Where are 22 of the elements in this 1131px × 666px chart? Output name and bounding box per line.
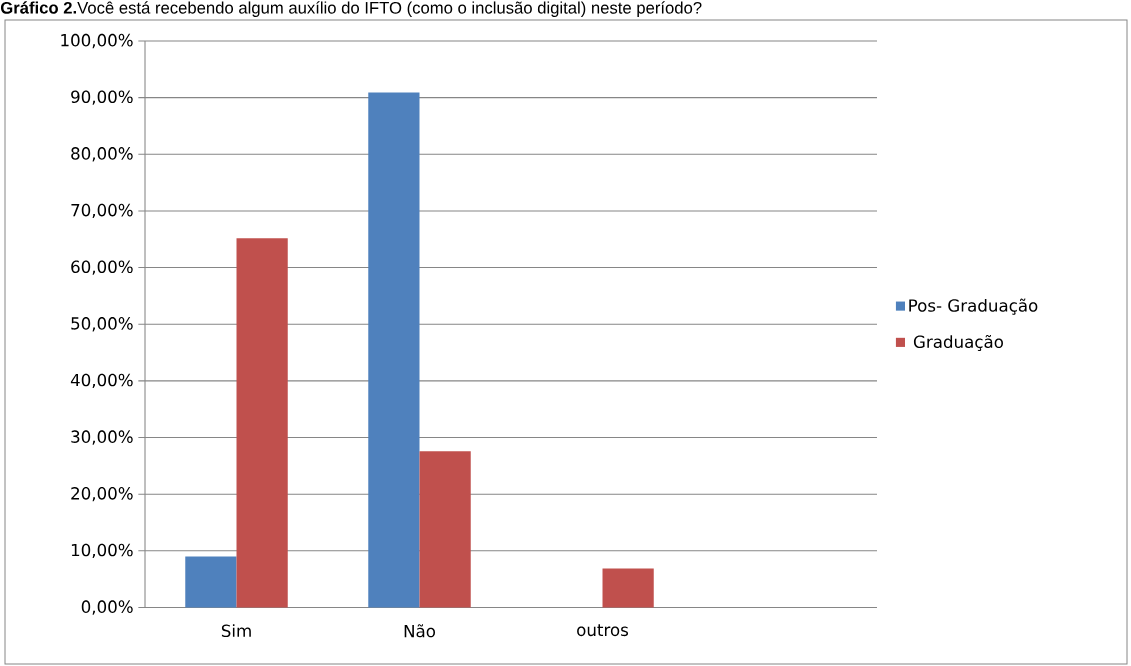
bar: [368, 92, 420, 608]
legend-label: Pos- Graduação: [909, 298, 1038, 315]
bar: [236, 238, 288, 608]
x-tick-label: outros: [577, 624, 629, 637]
y-tick-label: 20,00%: [71, 487, 133, 502]
y-tick-label: 80,00%: [71, 147, 133, 162]
y-tick-label: 0,00%: [81, 600, 133, 615]
bar: [602, 568, 654, 608]
x-tick-label: Não: [404, 624, 436, 638]
y-tick-label: 40,00%: [70, 373, 133, 389]
y-tick-label: 60,00%: [71, 260, 133, 275]
y-tick-label: 90,00%: [71, 90, 133, 105]
legend-label: Graduação: [913, 334, 1003, 352]
y-tick-label: 70,00%: [71, 203, 133, 219]
bar: [185, 556, 237, 608]
y-tick-label: 10,00%: [71, 543, 133, 558]
chart-title: Gráfico 2.Você está recebendo algum auxílio do IFTO (como o inclusão digital) neste período?: [0, 1, 702, 17]
bar: [419, 451, 471, 608]
y-tick-label: 100,00%: [61, 33, 133, 49]
x-tick-label: Sim: [221, 624, 251, 638]
y-tick-label: 30,00%: [71, 430, 133, 445]
y-tick-label: 50,00%: [71, 317, 133, 332]
